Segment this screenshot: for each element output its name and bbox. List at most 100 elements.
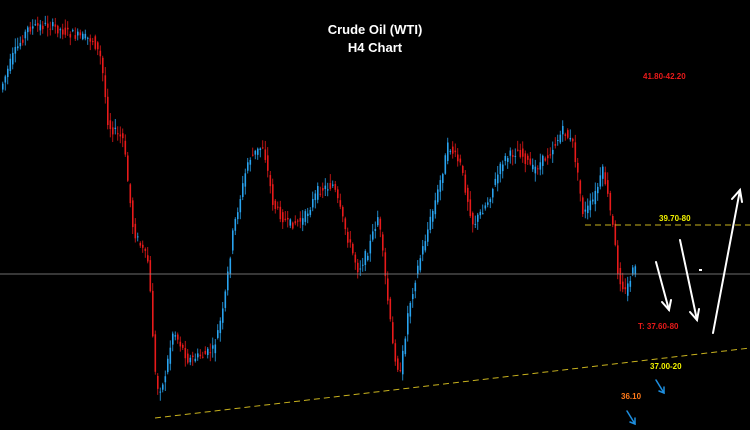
candle-body [404,338,407,355]
candle-body [97,42,99,50]
candle-body [94,36,97,49]
candle-body [212,345,214,349]
candle-body [219,320,222,334]
price-marker [699,269,702,271]
candle-body [182,344,184,348]
candle-body [284,218,287,220]
candle-body [327,189,329,191]
candle-body [102,57,104,74]
candle-body [39,24,42,31]
candle-body [4,76,7,83]
candle-body [512,155,514,157]
candle-body [189,357,192,363]
candle-body [277,206,279,208]
candle-body [362,264,364,266]
candle-body [204,350,207,354]
candle-body [234,218,237,231]
candle-body [484,205,487,209]
candle-body [342,207,344,217]
candle-body [559,134,562,143]
candle-body [117,133,119,135]
candle-body [549,154,552,156]
candle-body [307,213,309,217]
candle-body [122,133,124,139]
candle-body [424,241,427,251]
candle-body [472,212,474,225]
candle-body [297,220,299,222]
candle-body [589,200,592,211]
label-41-80-42-20: 41.80-42.20 [643,72,686,81]
candle-body [504,155,507,161]
candle-body [139,242,142,246]
candle-body [289,219,292,226]
candle-body [479,211,482,216]
candle-body [542,155,544,166]
candle-body [59,29,62,31]
candle-body [72,30,74,32]
candle-body [414,282,417,292]
candle-body [397,358,399,370]
candle-body [574,142,577,163]
candle-body [529,158,532,165]
candle-body [422,246,424,255]
candle-body [329,182,332,189]
candle-body [374,228,377,232]
candle-body [244,173,247,187]
candle-body [79,32,82,36]
candle-body [159,391,162,393]
candle-body [537,168,539,170]
candle-body [394,343,397,362]
candle-body [169,347,172,364]
candle-body [224,291,227,308]
candle-body [222,308,224,323]
candle-body [282,212,284,223]
candle-body [619,267,622,285]
candle-body [37,23,39,26]
candle-body [89,38,92,42]
candle-body [454,150,457,153]
candle-body [167,358,169,373]
candle-body [227,271,229,291]
candle-body [19,42,22,47]
candle-body [214,344,217,354]
candle-body [382,234,384,251]
candle-body [457,154,459,162]
arrow-down-1 [655,261,672,313]
candle-body [444,155,447,174]
candle-body [432,210,434,222]
candle-body [609,192,612,211]
candle-body [147,255,149,262]
arrows-group [626,187,743,426]
candle-body [412,294,414,300]
candle-body [279,206,282,220]
candle-body [14,46,17,54]
candle-body [154,334,157,372]
candle-body [232,230,234,251]
candle-body [474,223,477,225]
candle-body [477,214,479,222]
candle-body [379,218,382,230]
candle-body [54,24,57,27]
candle-body [399,370,402,372]
candle-body [177,334,179,340]
candle-body [572,138,574,142]
candle-body [367,255,369,261]
candle-body [527,155,529,160]
candle-body [599,175,602,187]
candle-body [82,33,84,40]
candle-body [87,37,89,39]
candle-body [312,198,314,208]
candle-body [17,46,19,49]
candle-body [562,125,564,135]
candle-body [269,175,272,187]
candle-body [64,27,67,35]
candle-body [437,189,439,203]
candle-body [554,144,557,146]
candle-body [514,155,517,157]
candle-body [187,353,189,363]
arrow-blue-1 [655,379,665,395]
candle-body [172,333,174,345]
candle-body [257,148,259,155]
candle-body [502,164,504,172]
candle-body [114,127,117,129]
